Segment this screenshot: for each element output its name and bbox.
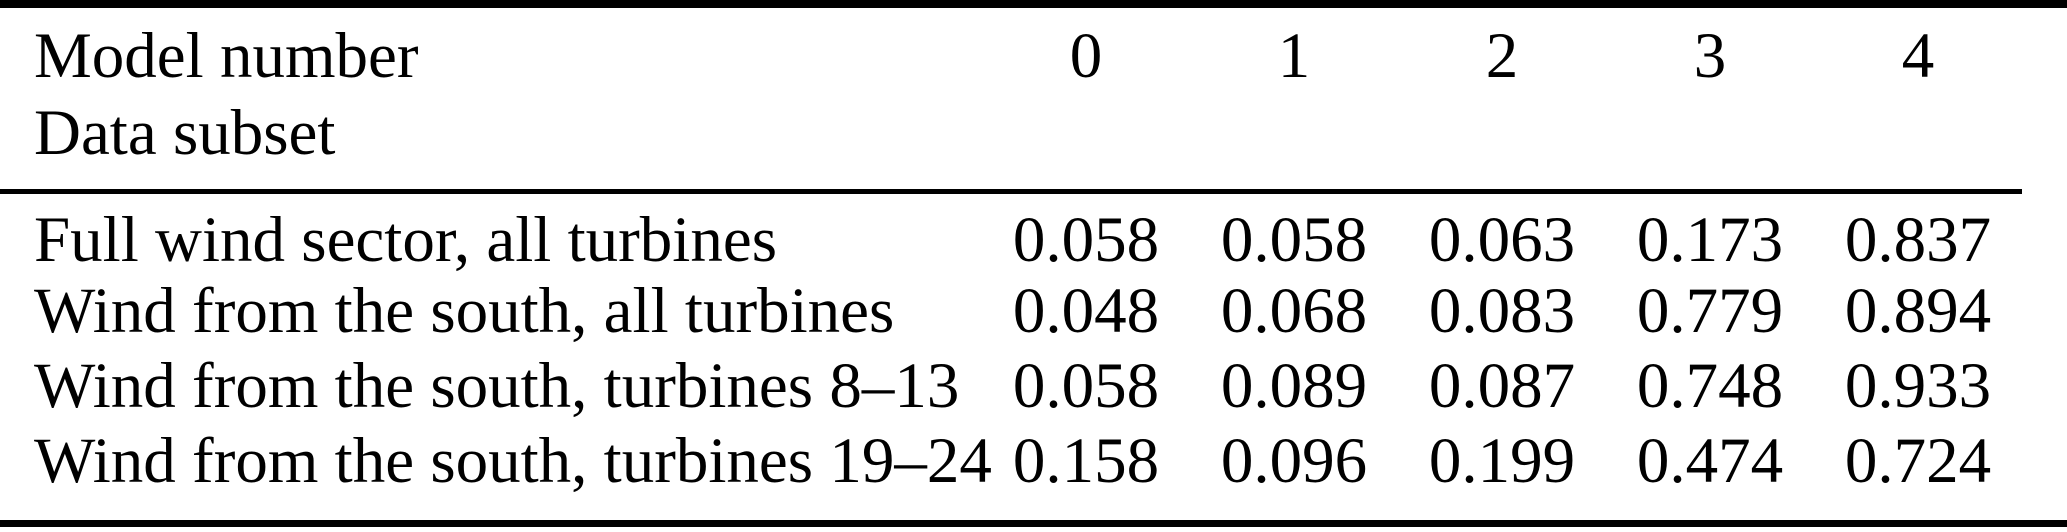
column-header-4: 4: [1901, 19, 1935, 92]
row-label: Wind from the south, all turbines: [34, 275, 895, 347]
index-title: Data subset: [34, 96, 336, 169]
row-label: Full wind sector, all turbines: [34, 204, 777, 276]
cell-value: 0.779: [1636, 275, 1784, 347]
cell-value: 0.748: [1636, 350, 1784, 422]
cell-value: 0.837: [1844, 204, 1992, 276]
table-row-south-turbines-8-13: Wind from the south, turbines 8–13 0.058…: [0, 349, 2022, 424]
table-body: Full wind sector, all turbines 0.058 0.0…: [0, 192, 2022, 500]
cell-value: 0.087: [1428, 350, 1576, 422]
cell-value: 0.724: [1844, 425, 1992, 497]
cell-value: 0.933: [1844, 350, 1992, 422]
cell-value: 0.474: [1636, 425, 1784, 497]
column-header-2: 2: [1485, 19, 1519, 92]
header-spacer-cell: [1398, 94, 1606, 192]
column-header-0: 0: [1069, 19, 1103, 92]
row-label: Wind from the south, turbines 8–13: [34, 350, 960, 422]
header-spacer-cell: [1814, 94, 2022, 192]
cell-value: 0.048: [1012, 275, 1160, 347]
cell-value: 0.894: [1844, 275, 1992, 347]
column-header-1: 1: [1277, 19, 1311, 92]
header-row-model-number: Model number 0 1 2 3 4: [0, 18, 2022, 94]
row-label: Wind from the south, turbines 19–24: [34, 425, 992, 497]
cell-value: 0.089: [1220, 350, 1368, 422]
cell-value: 0.068: [1220, 275, 1368, 347]
header-spacer-cell: [1190, 94, 1398, 192]
cell-value: 0.158: [1012, 425, 1160, 497]
cell-value: 0.083: [1428, 275, 1576, 347]
header-spacer-cell: [982, 94, 1190, 192]
table-row-south-turbines-19-24: Wind from the south, turbines 19–24 0.15…: [0, 424, 2022, 499]
columns-group-title: Model number: [34, 19, 419, 92]
cell-value: 0.199: [1428, 425, 1576, 497]
cell-value: 0.173: [1636, 204, 1784, 276]
header-row-index-title: Data subset: [0, 94, 2022, 192]
header-spacer-cell: [1606, 94, 1814, 192]
data-table: Model number 0 1 2 3 4 Data subset Full …: [0, 18, 2022, 499]
cell-value: 0.058: [1012, 204, 1160, 276]
cell-value: 0.096: [1220, 425, 1368, 497]
cell-value: 0.058: [1220, 204, 1368, 276]
cell-value: 0.058: [1012, 350, 1160, 422]
table-header: Model number 0 1 2 3 4 Data subset: [0, 18, 2022, 192]
column-header-3: 3: [1693, 19, 1727, 92]
table-row-south-all-turbines: Wind from the south, all turbines 0.048 …: [0, 274, 2022, 349]
cell-value: 0.063: [1428, 204, 1576, 276]
table-row-full-wind-sector: Full wind sector, all turbines 0.058 0.0…: [0, 192, 2022, 275]
